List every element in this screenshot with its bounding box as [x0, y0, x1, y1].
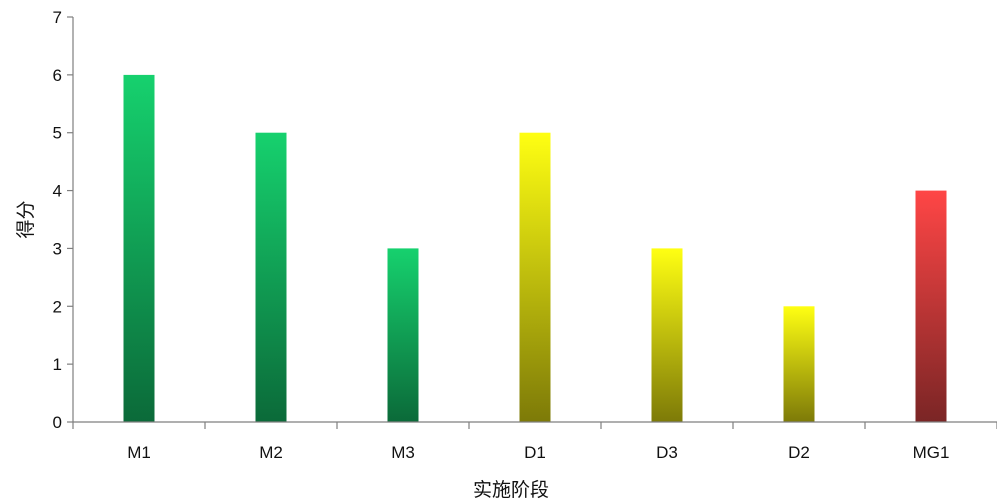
y-tick-label: 2 — [53, 297, 62, 316]
bar-d3 — [651, 248, 683, 422]
y-tick-label: 7 — [53, 8, 62, 27]
y-tick-label: 0 — [53, 413, 62, 432]
y-tick-label: 4 — [53, 182, 62, 201]
y-axis-title: 得分 — [15, 200, 37, 238]
labels-layer: 0 1 2 3 4 5 6 7 M1 M2 M3 D1 D3 D2 MG1 — [53, 8, 950, 462]
axes-layer — [67, 16, 997, 429]
bar-mg1 — [915, 190, 947, 422]
bar-m3 — [387, 248, 419, 422]
bars-layer — [123, 74, 947, 423]
y-tick-label: 6 — [53, 66, 62, 85]
x-tick-label-mg1: MG1 — [913, 443, 950, 462]
x-tick-label-d1: D1 — [524, 443, 546, 462]
x-tick-label-d2: D2 — [788, 443, 810, 462]
x-tick-label-m1: M1 — [127, 443, 151, 462]
x-tick-label-d3: D3 — [656, 443, 678, 462]
y-tick-label: 5 — [53, 124, 62, 143]
x-tick-label-m2: M2 — [259, 443, 283, 462]
bar-m2 — [255, 132, 287, 422]
bar-d1 — [519, 132, 551, 422]
y-tick-label: 1 — [53, 355, 62, 374]
y-tick-label: 3 — [53, 239, 62, 258]
bar-m1 — [123, 74, 155, 423]
x-tick-label-m3: M3 — [391, 443, 415, 462]
x-axis-title: 实施阶段 — [473, 479, 549, 501]
bar-d2 — [783, 306, 815, 422]
